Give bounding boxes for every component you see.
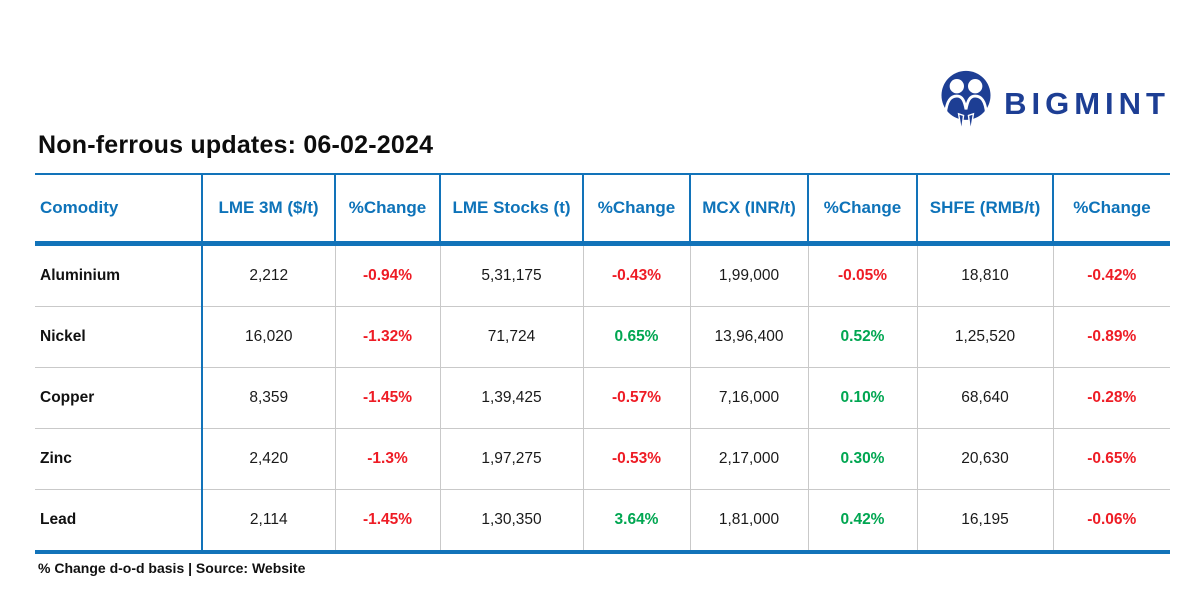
header-mcx: MCX (INR/t) [690,174,809,244]
change-cell: 0.10% [808,367,918,429]
value-cell: 20,630 [917,428,1054,490]
brand-logo: BIGMINT [938,70,1170,138]
value-cell: 2,212 [202,243,336,307]
header-shfe-change: %Change [1073,198,1151,217]
change-cell: -1.45% [335,367,441,429]
footnote: % Change d-o-d basis | Source: Website [38,560,306,576]
value-cell: 1,39,425 [440,367,584,429]
change-cell: -0.28% [1053,367,1170,429]
change-cell: 0.42% [808,489,918,554]
table-row: Lead 2,114 -1.45% 1,30,350 3.64% 1,81,00… [35,489,1170,554]
value-cell: 8,359 [202,367,336,429]
value-cell: 16,195 [917,489,1054,554]
prices-table: Comodity LME 3M ($/t) %Change LME Stocks… [35,173,1170,554]
commodity-cell: Nickel [35,306,203,368]
commodity-cell: Copper [35,367,203,429]
commodity-cell: Lead [35,489,203,554]
value-cell: 16,020 [202,306,336,368]
header-mcx-change: %Change [808,174,918,244]
change-cell: -0.05% [808,243,918,307]
change-cell: -0.89% [1053,306,1170,368]
value-cell: 5,31,175 [440,243,584,307]
value-cell: 18,810 [917,243,1054,307]
header-lme-stocks: LME Stocks (t) [440,174,584,244]
value-cell: 1,81,000 [690,489,809,554]
header-commodity: Comodity [35,174,203,244]
change-cell: -0.43% [583,243,691,307]
change-cell: -1.32% [335,306,441,368]
value-cell: 2,420 [202,428,336,490]
change-cell: -0.42% [1053,243,1170,307]
change-cell: 0.30% [808,428,918,490]
value-cell: 68,640 [917,367,1054,429]
value-cell: 2,17,000 [690,428,809,490]
value-cell: 13,96,400 [690,306,809,368]
change-cell: 0.52% [808,306,918,368]
header-lme-3m-change: %Change [335,174,441,244]
change-cell: -0.53% [583,428,691,490]
brand-name: BIGMINT [1004,86,1170,121]
header-lme-3m: LME 3M ($/t) [202,174,336,244]
page-title: Non-ferrous updates: 06-02-2024 [38,131,434,159]
value-cell: 1,30,350 [440,489,584,554]
table-row: Copper 8,359 -1.45% 1,39,425 -0.57% 7,16… [35,367,1170,429]
header-shfe: SHFE (RMB/t) [917,174,1054,244]
change-cell: 3.64% [583,489,691,554]
change-cell: -1.45% [335,489,441,554]
value-cell: 71,724 [440,306,584,368]
change-cell: -0.06% [1053,489,1170,554]
value-cell: 1,97,275 [440,428,584,490]
table-row: Nickel 16,020 -1.32% 71,724 0.65% 13,96,… [35,306,1170,368]
change-cell: -1.3% [335,428,441,490]
value-cell: 1,25,520 [917,306,1054,368]
table-row: Zinc 2,420 -1.3% 1,97,275 -0.53% 2,17,00… [35,428,1170,490]
table-header-row: Comodity LME 3M ($/t) %Change LME Stocks… [35,174,1170,244]
commodity-cell: Zinc [35,428,203,490]
commodity-cell: Aluminium [35,243,203,307]
change-cell: -0.65% [1053,428,1170,490]
value-cell: 2,114 [202,489,336,554]
bigmint-logo-icon [938,70,994,138]
header-lme-stocks-change: %Change [583,174,691,244]
change-cell: -0.57% [583,367,691,429]
value-cell: 1,99,000 [690,243,809,307]
change-cell: -0.94% [335,243,441,307]
table-row: Aluminium 2,212 -0.94% 5,31,175 -0.43% 1… [35,243,1170,307]
change-cell: 0.65% [583,306,691,368]
value-cell: 7,16,000 [690,367,809,429]
